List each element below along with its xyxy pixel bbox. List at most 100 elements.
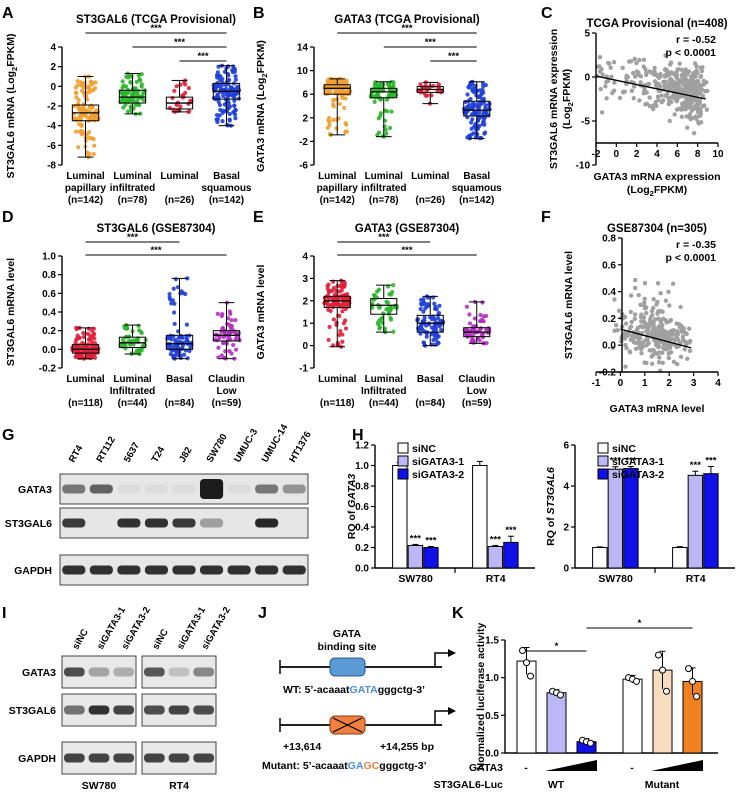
- data-point: [178, 353, 183, 358]
- data-point: [680, 324, 685, 330]
- data-point: [79, 132, 84, 137]
- y-tick-label: 0.4: [355, 523, 369, 534]
- data-point: [683, 67, 688, 72]
- y-axis-label: GATA3 mRNA (Log2FPKM): [255, 40, 269, 172]
- data-point: [661, 329, 667, 334]
- x-axis-label: GATA3 mRNA level: [610, 403, 705, 415]
- y-tick-label: 2: [302, 296, 308, 307]
- y-axis-label: ST3GAL6 mRNA level: [5, 258, 17, 366]
- box: [370, 298, 398, 315]
- data-point: [527, 672, 534, 680]
- data-point: [180, 335, 185, 341]
- data-point: [670, 84, 675, 89]
- data-point: [390, 289, 395, 295]
- data-point: [232, 103, 237, 108]
- data-point: [85, 331, 90, 336]
- data-point: [183, 82, 188, 87]
- lane-label: RT112: [94, 435, 118, 465]
- data-point: [233, 337, 238, 342]
- data-point: [126, 334, 132, 339]
- data-point: [424, 304, 429, 309]
- data-point: [122, 326, 128, 331]
- data-point: [645, 327, 651, 333]
- data-point: [629, 319, 634, 325]
- data-point: [678, 304, 683, 310]
- data-point: [704, 80, 709, 85]
- x-category-label: (n=84): [165, 398, 195, 409]
- data-point: [78, 80, 83, 85]
- data-point: [187, 348, 192, 354]
- data-point: [642, 281, 648, 286]
- panel-g-western-blot: RT4 RT112 5637 T24 J82 SW780 UMUC-3 UMUC-14HT13…: [5, 422, 314, 586]
- data-point: [215, 311, 220, 316]
- data-point: [227, 111, 232, 117]
- y-tick-label: 0.2: [602, 314, 616, 325]
- data-point: [421, 297, 426, 302]
- lane-label: UMUC-3: [232, 427, 260, 465]
- lane-label: RT4: [67, 443, 86, 465]
- data-point: [126, 75, 131, 80]
- data-point: [72, 116, 77, 121]
- data-point: [682, 72, 687, 77]
- y-tick-label: 0: [50, 82, 56, 93]
- data-point: [631, 96, 636, 101]
- x-category-label: (n=59): [212, 398, 242, 409]
- data-point: [662, 83, 668, 89]
- data-point: [79, 88, 85, 94]
- legend-swatch: [397, 468, 409, 480]
- data-point: [674, 321, 679, 326]
- data-point: [680, 334, 686, 339]
- data-point: [476, 106, 481, 111]
- data-point: [689, 108, 695, 113]
- data-point: [139, 84, 144, 89]
- data-point: [422, 318, 427, 323]
- blot-band: [143, 667, 165, 677]
- data-point: [214, 117, 219, 122]
- data-point: [86, 154, 91, 159]
- data-point: [696, 85, 701, 91]
- blot-band: [144, 484, 169, 494]
- data-point: [597, 64, 602, 69]
- y-tick-label: -2: [299, 137, 308, 148]
- data-point: [610, 345, 615, 351]
- data-point: [663, 687, 670, 695]
- data-point: [638, 80, 643, 85]
- x-category-label: WT: [548, 779, 565, 791]
- y-tick-label: -5: [581, 117, 590, 128]
- data-point: [167, 292, 172, 297]
- panel-d-boxplot: ST3GAL6 (GSE87304) ST3GAL6 mRNA level -0.2…: [5, 223, 245, 409]
- data-point: [174, 102, 179, 108]
- gata-site-label: GATA: [333, 628, 362, 640]
- data-point: [429, 325, 435, 330]
- data-point: [469, 120, 474, 125]
- data-point: [86, 84, 91, 89]
- data-point: [129, 92, 134, 97]
- data-point: [123, 102, 128, 107]
- blot-band: [199, 565, 224, 575]
- data-point: [656, 309, 661, 314]
- data-point: [599, 110, 605, 115]
- data-point: [646, 331, 651, 337]
- blot-band: [117, 565, 141, 575]
- data-point: [609, 74, 614, 80]
- data-point: [92, 86, 98, 91]
- significance-label: ***: [150, 245, 161, 256]
- data-point: [611, 59, 617, 65]
- y-tick-label: 0.6: [355, 502, 369, 513]
- data-point: [334, 126, 339, 131]
- data-point: [89, 115, 94, 120]
- legend-label: siNC: [412, 443, 436, 455]
- data-point: [339, 279, 344, 284]
- y-tick-label: 0.5: [485, 711, 499, 722]
- data-point: [654, 103, 659, 109]
- data-point: [678, 88, 683, 93]
- data-point: [667, 98, 672, 104]
- data-point: [646, 340, 651, 346]
- data-point: [644, 72, 649, 78]
- x-category-label: Infiltrated: [110, 386, 156, 397]
- data-point: [608, 65, 613, 70]
- blot-band: [62, 565, 86, 575]
- data-point: [172, 88, 177, 94]
- data-point: [178, 82, 183, 87]
- data-point: [226, 99, 231, 104]
